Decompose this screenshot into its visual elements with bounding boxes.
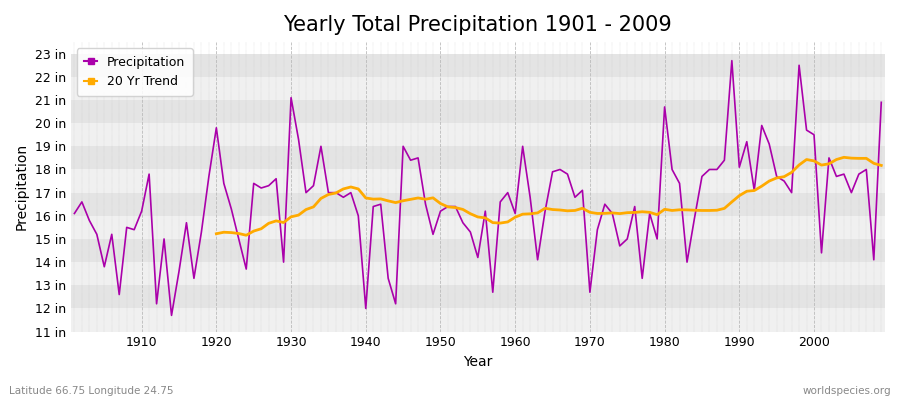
Text: worldspecies.org: worldspecies.org <box>803 386 891 396</box>
Bar <box>71 123 885 146</box>
Bar <box>71 77 885 100</box>
Bar <box>71 262 885 285</box>
Bar <box>71 170 885 193</box>
Text: Latitude 66.75 Longitude 24.75: Latitude 66.75 Longitude 24.75 <box>9 386 174 396</box>
Title: Yearly Total Precipitation 1901 - 2009: Yearly Total Precipitation 1901 - 2009 <box>284 15 672 35</box>
Bar <box>71 216 885 239</box>
Legend: Precipitation, 20 Yr Trend: Precipitation, 20 Yr Trend <box>76 48 193 96</box>
Bar <box>71 285 885 308</box>
Bar <box>71 100 885 123</box>
Bar <box>71 239 885 262</box>
Bar <box>71 308 885 332</box>
X-axis label: Year: Year <box>464 355 492 369</box>
Bar <box>71 146 885 170</box>
Bar <box>71 54 885 77</box>
Bar <box>71 193 885 216</box>
Y-axis label: Precipitation: Precipitation <box>15 143 29 230</box>
